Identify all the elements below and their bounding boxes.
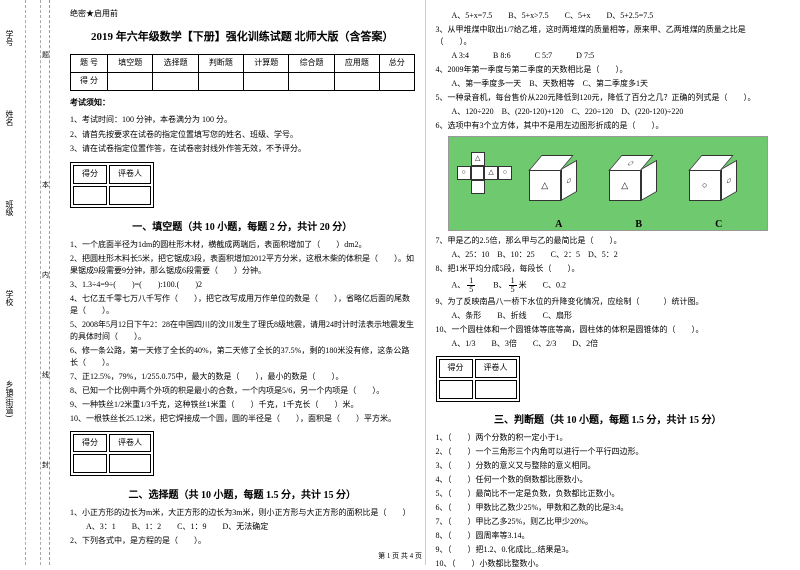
question: 1、小正方形的边长为m米，大正方形的边长为3m米，则小正方形与大正方形的面积比是… xyxy=(70,507,415,519)
net-face: ○ xyxy=(498,166,512,180)
page-footer: 第 1 页 共 4 页 xyxy=(378,551,422,561)
question: 2、下列各式中，是方程的是（ ）。 xyxy=(70,535,415,547)
col-header: 选择题 xyxy=(153,55,198,73)
question: 10、一根铁丝长25.12米，把它焊接成一个圆，圆的半径是（ ），面积是（ ）平… xyxy=(70,413,415,425)
question-opts: A、120÷220 B、(220-120)+120 C、220÷120 D、(2… xyxy=(436,106,781,118)
question: 8、把1米平均分成5段，每段长（ ）。 xyxy=(436,263,781,275)
question: 8、已知一个比例中两个外项的积是最小的合数，一个内项是5/6，另一个内项是（ ）… xyxy=(70,385,415,397)
dash-line-1 xyxy=(25,0,26,565)
secret-label: 绝密★启用前 xyxy=(70,8,415,21)
row-label: 得 分 xyxy=(71,73,108,91)
question: 3、（ ）分数的意义又与整除的意义相同。 xyxy=(436,460,781,472)
question: 4、（ ）任何一个数的倒数都比原数小。 xyxy=(436,474,781,486)
side-mark: 本 xyxy=(42,180,49,190)
question: 7、（ ）甲比乙多25%，则乙比甲少20%。 xyxy=(436,516,781,528)
section-scorebox: 得分评卷人 xyxy=(70,431,154,477)
question: 10、一个圆柱体和一个圆锥体等底等高，圆柱体的体积是圆锥体的（ ）。 xyxy=(436,324,781,336)
fraction: 15 xyxy=(467,277,475,294)
section-1-title: 一、填空题（共 10 小题，每题 2 分，共计 20 分） xyxy=(70,220,415,236)
net-face: △ xyxy=(484,166,498,180)
col-header: 判断题 xyxy=(198,55,243,73)
question: 1、（ ）两个分数的积一定小于1。 xyxy=(436,432,781,444)
question: 9、一种铁丝1/2米重1/3千克，这种铁丝1米重（ ）千克，1千克长（ ）米。 xyxy=(70,399,415,411)
binding-margin: 学号 姓名 班级 学校 乡镇(街道) 题 本 内 线 封 xyxy=(0,0,50,565)
cube-option: △ ○ A xyxy=(529,149,589,219)
question: 9、（ ）把1.2、0.化成比_.结果是3。 xyxy=(436,544,781,556)
question: 3、1.3÷4=9÷( )=( ):100.( )2 xyxy=(70,279,415,291)
question: 6、修一条公路，第一天修了全长的40%，第二天修了全长的37.5%，剩的180米… xyxy=(70,345,415,369)
exam-title: 2019 年六年级数学【下册】强化训练试题 北师大版（含答案） xyxy=(70,29,415,47)
question: 5、一种录音机，每台售价从220元降低到120元，降低了百分之几？正确的列式是（… xyxy=(436,92,781,104)
net-face xyxy=(471,166,485,180)
binding-label: 学号 xyxy=(4,30,15,46)
cube-figure: △ ○△○ △ ○ A △ ○ B ○ ○ C xyxy=(448,136,768,231)
cube-option: ○ ○ C xyxy=(689,149,749,219)
left-column: 绝密★启用前 2019 年六年级数学【下册】强化训练试题 北师大版（含答案） 题… xyxy=(60,0,426,565)
question: 6、（ ）甲数比乙数少25%，甲数和乙数的比是3:4。 xyxy=(436,502,781,514)
cube-label: B xyxy=(635,217,642,233)
section-scorebox: 得分评卷人 xyxy=(70,162,154,208)
side-mark: 题 xyxy=(42,50,49,60)
question: 6、选项中有3个立方体，其中不是用左边图形折成的是（ ）。 xyxy=(436,120,781,132)
question: 7、正12.5%，79%，1/255.0.75中，最大的数是（ ），最小的数是（… xyxy=(70,371,415,383)
cube-label: C xyxy=(715,217,722,233)
col-header: 计算题 xyxy=(244,55,289,73)
question: 8、（ ）圆周率等3.14。 xyxy=(436,530,781,542)
table-row: 题 号 填空题 选择题 判断题 计算题 综合题 应用题 总分 xyxy=(71,55,415,73)
question: 10、（ ）小数都比整数小。 xyxy=(436,558,781,570)
question-opts: A、5+x=7.5 B、5+x>7.5 C、5+x D、5+2.5=7.5 xyxy=(436,10,781,22)
section-scorebox: 得分评卷人 xyxy=(436,356,520,402)
question-opts: A、25：10 B、10：25 C、2：5 D、5：2 xyxy=(436,249,781,261)
side-mark: 封 xyxy=(42,460,49,470)
question: 7、甲是乙的2.5倍，那么甲与乙的最简比是（ ）。 xyxy=(436,235,781,247)
question: 2、（ ）一个三角形三个内角可以进行一个平行四边形。 xyxy=(436,446,781,458)
score-summary-table: 题 号 填空题 选择题 判断题 计算题 综合题 应用题 总分 得 分 xyxy=(70,54,415,91)
content-area: 绝密★启用前 2019 年六年级数学【下册】强化训练试题 北师大版（含答案） 题… xyxy=(60,0,790,565)
question: 3、从甲堆煤中取出1/7给乙堆，这时两堆煤的质量相等，原来甲、乙两堆煤的质量之比… xyxy=(436,24,781,48)
question-opts: A、 15 B、 15 米 C、0.2 xyxy=(436,277,781,294)
side-mark: 内 xyxy=(42,270,49,280)
notice-item: 3、请在试卷指定位置作答，在试卷密封线外作答无效，不予评分。 xyxy=(70,143,415,156)
section-2-title: 二、选择题（共 10 小题，每题 1.5 分，共计 15 分） xyxy=(70,488,415,504)
cube-option: △ ○ B xyxy=(609,149,669,219)
dash-line-2 xyxy=(40,0,41,565)
question: 4、2009年第一季度与第二季度的天数相比是（ ）。 xyxy=(436,64,781,76)
section-3-title: 三、判断题（共 10 小题，每题 1.5 分，共计 15 分） xyxy=(436,413,781,429)
col-header: 总分 xyxy=(380,55,414,73)
question-opts: A、第一季度多一天 B、天数相等 C、第二季度多1天 xyxy=(436,78,781,90)
col-header: 填空题 xyxy=(108,55,153,73)
notice-title: 考试须知： xyxy=(70,97,415,110)
binding-label: 学校 xyxy=(4,290,15,306)
cube-net: △ ○△○ xyxy=(457,152,512,222)
question-opts: A、1/3 B、3倍 C、2/3 D、2倍 xyxy=(436,338,781,350)
notice-item: 1、考试时间：100 分钟，本卷满分为 100 分。 xyxy=(70,114,415,127)
question: 1、一个底面半径为1dm的圆柱形木材，横截成两端后，表面积增加了（ ）dm2。 xyxy=(70,239,415,251)
binding-label: 班级 xyxy=(4,200,15,216)
question-opts: A、3：1 B、1：2 C、1：9 D、无法确定 xyxy=(70,521,415,533)
net-face: △ xyxy=(471,152,485,166)
col-header: 综合题 xyxy=(289,55,334,73)
col-header: 题 号 xyxy=(71,55,108,73)
question-opts: A 3:4 B 8:6 C 5:7 D 7:5 xyxy=(436,50,781,62)
net-face xyxy=(471,180,485,194)
right-column: A、5+x=7.5 B、5+x>7.5 C、5+x D、5+2.5=7.5 3、… xyxy=(426,0,791,565)
fraction: 15 xyxy=(509,277,517,294)
table-row: 得 分 xyxy=(71,73,415,91)
side-mark: 线 xyxy=(42,370,49,380)
question: 5、2008年5月12日下午2：28在中国四川的汶川发生了理氏8级地震，请用24… xyxy=(70,319,415,343)
binding-label: 乡镇(街道) xyxy=(4,380,15,417)
cube-label: A xyxy=(555,217,562,233)
question: 4、七亿五千零七万八千写作（ ），把它改写成用万作单位的数是（ ），省略亿后面的… xyxy=(70,293,415,317)
question: 2、把圆柱形木料长5米，把它锯成3段，表面积增加2012平方分米，这根木柴的体积… xyxy=(70,253,415,277)
question-opts: A、条形 B、折线 C、扇形 xyxy=(436,310,781,322)
net-face: ○ xyxy=(457,166,471,180)
question: 5、（ ）最简比不一定是负数，负数都比正数小。 xyxy=(436,488,781,500)
col-header: 应用题 xyxy=(334,55,379,73)
notice-item: 2、请首先按要求在试卷的指定位置填写您的姓名、班级、学号。 xyxy=(70,129,415,142)
binding-label: 姓名 xyxy=(4,110,15,126)
question: 9、为了反映南昌八一桥下水位的升降变化情况，应绘制（ ）统计图。 xyxy=(436,296,781,308)
